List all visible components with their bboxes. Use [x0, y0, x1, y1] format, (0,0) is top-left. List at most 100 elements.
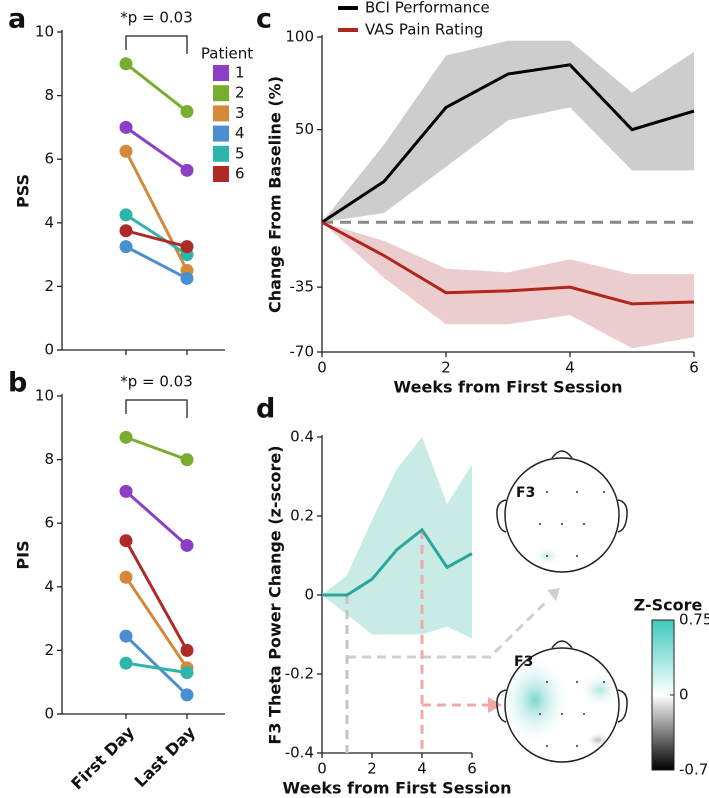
- legend-swatch: [213, 85, 229, 102]
- point: [119, 208, 133, 222]
- series-line: [124, 635, 189, 696]
- point: [180, 163, 194, 177]
- x-tick-label: 0: [317, 359, 327, 377]
- legend-swatch: [213, 145, 229, 162]
- significance-bracket: [125, 399, 188, 418]
- point: [119, 534, 133, 548]
- y-tick-label: 6: [44, 150, 54, 168]
- y-tick-label: 0: [44, 341, 54, 359]
- ear: [496, 499, 507, 533]
- y-tick-label: 50: [295, 120, 314, 138]
- electrode-label: F3: [516, 485, 535, 501]
- y-tick-label: -70: [290, 343, 315, 361]
- topomap-blob: [499, 654, 571, 746]
- point: [180, 271, 194, 285]
- point: [119, 224, 133, 238]
- point: [180, 240, 194, 254]
- legend-label: VAS Pain Rating: [365, 21, 483, 39]
- series-line: [321, 220, 695, 306]
- x-tick-label: 2: [367, 760, 377, 778]
- y-axis-label: F3 Theta Power Change (z-score): [266, 445, 285, 744]
- y-tick-label: 100: [285, 28, 314, 46]
- nose: [551, 450, 573, 459]
- y-tick-label: -0.4: [285, 744, 314, 762]
- topomap: F3: [496, 450, 628, 573]
- y-tick-label: 10: [35, 387, 54, 405]
- legend-swatch: [213, 125, 229, 142]
- x-axis-label: Weeks from First Session: [394, 378, 623, 397]
- legend-label: 1: [235, 64, 245, 82]
- arrow-head: [547, 588, 560, 601]
- y-tick-label: 0: [44, 705, 54, 723]
- y-tick-label: 10: [35, 23, 54, 41]
- panel-label: a: [8, 4, 26, 35]
- panel-label: d: [256, 394, 275, 425]
- y-tick-label: 8: [44, 450, 54, 468]
- point: [119, 430, 133, 444]
- legend-label: 6: [235, 165, 245, 183]
- panel-label: c: [256, 4, 272, 35]
- y-tick-label: 4: [44, 213, 54, 231]
- electrode-label: F3: [514, 654, 533, 670]
- series-line: [322, 527, 473, 597]
- legend-title: Patient: [201, 45, 253, 63]
- series-line: [125, 62, 188, 113]
- ear: [496, 689, 507, 723]
- x-tick-label: Last Day: [131, 722, 200, 791]
- y-axis-label: Change From Baseline (%): [266, 76, 285, 313]
- point: [180, 105, 194, 118]
- y-axis-label: PSS: [14, 174, 33, 208]
- point: [119, 656, 133, 670]
- point: [180, 643, 194, 657]
- error-band: [322, 40, 694, 223]
- legend-label: 3: [235, 104, 245, 122]
- series-line: [125, 490, 188, 547]
- point: [119, 484, 133, 498]
- colorbar-title: Z-Score: [634, 596, 703, 615]
- y-tick-label: 8: [44, 86, 54, 104]
- y-tick-label: 2: [44, 641, 54, 659]
- y-tick-label: 0.4: [290, 428, 314, 446]
- x-axis-label: Weeks from First Session: [283, 779, 512, 798]
- annotation: *p = 0.03: [120, 9, 193, 27]
- x-tick-label: 2: [441, 359, 451, 377]
- legend-swatch: [213, 65, 229, 81]
- series-line: [125, 435, 188, 462]
- y-tick-label: 2: [44, 277, 54, 295]
- annotation: *p = 0.03: [120, 373, 193, 391]
- point: [119, 120, 133, 134]
- electrodes: [539, 681, 605, 747]
- x-tick-label: 4: [565, 359, 575, 377]
- x-tick-label: 6: [467, 760, 477, 778]
- point: [119, 570, 133, 584]
- point: [119, 57, 133, 71]
- error-band: [322, 222, 694, 349]
- y-tick-label: 0.2: [290, 507, 314, 525]
- x-tick-label: 6: [689, 359, 699, 377]
- series-line: [124, 150, 189, 272]
- x-tick-label: First Day: [67, 722, 138, 793]
- point: [180, 666, 194, 680]
- y-tick-label: 6: [44, 514, 54, 532]
- panel-label: b: [8, 368, 27, 399]
- ear: [617, 689, 628, 723]
- point: [180, 688, 194, 702]
- series-line: [125, 245, 188, 280]
- legend-label: 5: [235, 144, 245, 162]
- point: [180, 538, 194, 552]
- arrow-head: [488, 697, 502, 713]
- ear: [617, 499, 628, 533]
- y-tick-label: 0: [304, 586, 314, 604]
- legend-label: BCI Performance: [365, 0, 490, 17]
- colorbar-tick-label: 0: [679, 686, 689, 704]
- series-line: [124, 539, 189, 652]
- y-axis-label: PIS: [14, 540, 33, 569]
- connector-arrows: [347, 598, 550, 707]
- legend-swatch: [213, 166, 229, 182]
- topomap: F3: [496, 640, 628, 763]
- significance-bracket: [125, 35, 188, 54]
- legend-label: 2: [235, 84, 245, 102]
- point: [180, 453, 194, 467]
- point: [119, 629, 133, 643]
